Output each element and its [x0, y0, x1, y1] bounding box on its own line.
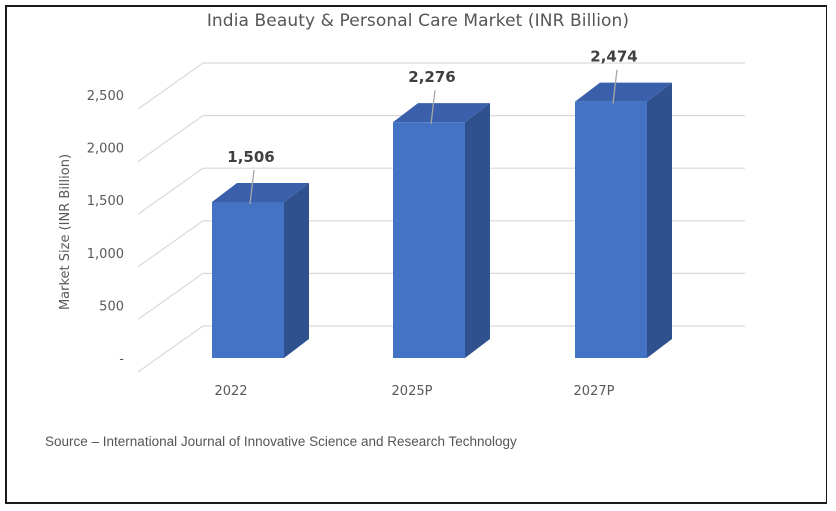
bar-front-face — [575, 101, 647, 359]
gridline-diagonal — [137, 272, 204, 320]
y-axis-label: Market Size (INR Billion) — [58, 154, 73, 310]
data-labels: 1,506 2,276 2,474 — [227, 48, 638, 205]
source-note: Source – International Journal of Innova… — [45, 434, 517, 449]
chart-title: India Beauty & Personal Care Market (INR… — [206, 11, 630, 31]
data-label: 2,276 — [408, 68, 455, 86]
data-label: 2,474 — [590, 48, 637, 66]
y-tick-label: 2,500 — [87, 89, 124, 104]
bar — [575, 82, 672, 359]
data-label-leader — [249, 169, 255, 205]
y-tick-label: - — [119, 352, 124, 367]
x-category-label: 2027P — [574, 384, 615, 399]
y-tick-label: 1,500 — [87, 194, 124, 209]
bar-top-face — [393, 103, 490, 123]
bar-top-face — [212, 182, 309, 202]
gridline-diagonal — [137, 62, 204, 110]
bar-top-face — [575, 82, 672, 102]
x-category-label: 2025P — [392, 384, 433, 399]
bar-side-face — [465, 103, 490, 358]
data-label-leader — [612, 69, 618, 104]
gridline-diagonal — [137, 167, 204, 215]
y-tick-label: 1,000 — [87, 247, 124, 262]
gridline-diagonal — [137, 325, 204, 373]
bar-side-face — [284, 182, 309, 358]
data-label-leader — [430, 90, 436, 125]
bar — [212, 182, 309, 358]
y-axis-ticks: - 500 1,000 1,500 2,000 2,500 — [87, 89, 125, 367]
gridline-diagonal — [137, 115, 204, 163]
bar — [393, 103, 490, 358]
bar-front-face — [212, 201, 284, 358]
x-category-label: 2022 — [214, 384, 247, 399]
data-label: 1,506 — [227, 148, 274, 166]
bars — [212, 82, 672, 359]
gridline-diagonal — [137, 220, 204, 268]
y-tick-label: 2,000 — [87, 142, 124, 157]
bar-front-face — [393, 122, 465, 358]
y-tick-label: 500 — [99, 299, 124, 314]
bar-side-face — [647, 82, 672, 359]
x-axis-categories: 2022 2025P 2027P — [214, 384, 614, 399]
